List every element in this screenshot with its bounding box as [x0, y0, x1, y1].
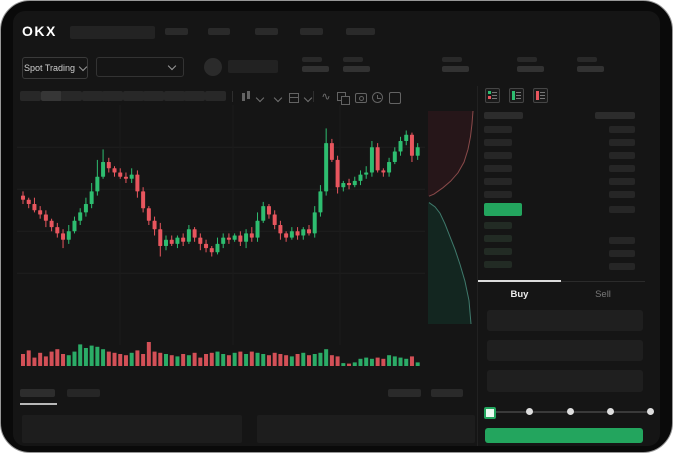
camera-icon[interactable]	[354, 91, 368, 104]
nav-menu-item-placeholder[interactable]	[165, 28, 188, 35]
ask-row-total-placeholder[interactable]	[609, 178, 635, 185]
stat-value-placeholder	[343, 66, 370, 72]
slider-stop-dot[interactable]	[647, 408, 654, 415]
interval-button-placeholder[interactable]	[163, 91, 185, 101]
ask-row-price-placeholder[interactable]	[484, 165, 512, 172]
bottom-tab-underline	[20, 403, 57, 405]
indicators-icon[interactable]	[287, 91, 301, 104]
interval-button-placeholder[interactable]	[40, 91, 62, 101]
ask-row-total-placeholder[interactable]	[609, 206, 635, 213]
price-input[interactable]	[487, 310, 643, 331]
slider-stop-dot[interactable]	[566, 408, 574, 415]
ask-row-price-placeholder[interactable]	[484, 126, 512, 133]
active-tab-underline	[478, 280, 561, 282]
stat-value-placeholder	[517, 66, 544, 72]
ask-row-total-placeholder[interactable]	[609, 191, 635, 198]
panel-divider	[477, 86, 478, 446]
bid-row-price-placeholder[interactable]	[484, 235, 512, 242]
book-bids-icon[interactable]	[509, 88, 524, 103]
interval-button-placeholder[interactable]	[204, 91, 226, 101]
compare-icon[interactable]	[336, 91, 350, 105]
ob-header-price-placeholder	[484, 112, 523, 119]
order-history-table-placeholder	[257, 415, 475, 443]
trading-app-window: OKX Spot Trading ∿ Buy Sell	[13, 11, 660, 446]
nav-menu-item-placeholder[interactable]	[208, 28, 230, 35]
fullscreen-icon[interactable]	[388, 91, 402, 104]
bid-row-total-placeholder[interactable]	[609, 237, 635, 244]
bid-row-total-placeholder[interactable]	[609, 250, 635, 257]
history-icon[interactable]	[371, 91, 385, 104]
stat-label-placeholder	[577, 57, 597, 62]
market-type-label: Spot Trading	[23, 63, 76, 73]
ask-row-total-placeholder[interactable]	[609, 165, 635, 172]
total-input[interactable]	[487, 370, 643, 392]
open-orders-table-placeholder	[22, 415, 242, 443]
okx-logo[interactable]: OKX	[22, 23, 57, 39]
market-type-selector[interactable]: Spot Trading	[22, 57, 88, 79]
bid-row-price-placeholder[interactable]	[484, 261, 512, 268]
buy-submit-button[interactable]	[485, 428, 643, 443]
chevron-down-icon	[167, 61, 177, 71]
book-asks-icon[interactable]	[533, 88, 548, 103]
stat-label-placeholder	[343, 57, 363, 62]
slider-stop-dot[interactable]	[606, 408, 614, 415]
ask-row-price-placeholder[interactable]	[484, 152, 512, 159]
slider-handle[interactable]	[484, 407, 496, 419]
interval-button-placeholder[interactable]	[184, 91, 205, 101]
nav-search-placeholder[interactable]	[70, 26, 155, 39]
ask-row-total-placeholder[interactable]	[609, 126, 635, 133]
bid-row-total-placeholder[interactable]	[609, 263, 635, 270]
interval-button-placeholder[interactable]	[81, 91, 103, 101]
interval-button-placeholder[interactable]	[102, 91, 123, 101]
stat-value-placeholder	[577, 66, 604, 72]
pair-dropdown[interactable]	[96, 57, 184, 77]
interval-button-placeholder[interactable]	[143, 91, 164, 101]
tab-sell[interactable]: Sell	[595, 289, 611, 300]
pair-name-placeholder	[228, 60, 278, 73]
stat-label-placeholder	[302, 57, 322, 62]
toolbar-separator	[313, 91, 314, 102]
tab-buy[interactable]: Buy	[510, 289, 529, 300]
tabs-divider	[478, 281, 645, 282]
depth-chart[interactable]	[427, 110, 479, 325]
ask-row-total-placeholder[interactable]	[609, 152, 635, 159]
stat-value-placeholder	[442, 66, 469, 72]
nav-menu-item-placeholder[interactable]	[300, 28, 323, 35]
ask-row-price-placeholder[interactable]	[484, 191, 512, 198]
slider-stop-dot[interactable]	[526, 408, 534, 415]
candlestick-style-icon[interactable]	[239, 91, 253, 104]
ask-row-total-placeholder[interactable]	[609, 139, 635, 146]
bottom-tab-placeholder[interactable]	[67, 389, 100, 397]
stat-label-placeholder	[442, 57, 462, 62]
interval-button-placeholder[interactable]	[20, 91, 41, 101]
interval-button-placeholder[interactable]	[61, 91, 82, 101]
stat-label-placeholder	[517, 57, 537, 62]
bottom-action-placeholder[interactable]	[431, 389, 463, 397]
pair-coin-avatar[interactable]	[204, 58, 222, 76]
bottom-action-placeholder[interactable]	[388, 389, 421, 397]
bid-row-price-placeholder[interactable]	[484, 222, 512, 229]
ask-row-price-placeholder[interactable]	[484, 139, 512, 146]
ask-row-price-placeholder[interactable]	[484, 178, 512, 185]
nav-menu-item-placeholder[interactable]	[346, 28, 375, 35]
bottom-tab-active-placeholder[interactable]	[20, 389, 55, 397]
line-overlay-icon[interactable]: ∿	[321, 91, 331, 103]
nav-menu-item-placeholder[interactable]	[255, 28, 278, 35]
candlestick-chart[interactable]	[13, 95, 433, 387]
last-price-badge[interactable]	[484, 203, 522, 216]
chevron-down-icon	[78, 62, 88, 72]
toolbar-separator	[232, 91, 233, 102]
bid-row-price-placeholder[interactable]	[484, 248, 512, 255]
ob-header-total-placeholder	[595, 112, 635, 119]
interval-button-placeholder[interactable]	[122, 91, 144, 101]
book-both-icon[interactable]	[485, 88, 500, 103]
amount-input[interactable]	[487, 340, 643, 361]
stat-value-placeholder	[302, 66, 329, 72]
